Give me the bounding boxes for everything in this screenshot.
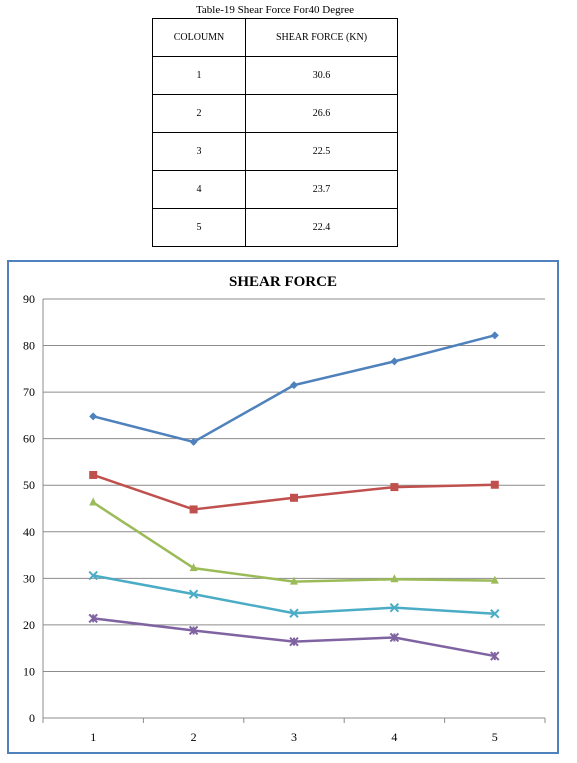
x-tick-label: 5 [492, 730, 498, 744]
series-point [490, 609, 500, 619]
cell-shear-force: 23.7 [245, 170, 398, 209]
series-point [188, 589, 199, 599]
series-point [390, 357, 399, 366]
series-point [89, 470, 98, 479]
series-point [189, 505, 198, 514]
x-tick-label: 2 [191, 730, 197, 744]
cell-column: 3 [152, 132, 246, 171]
axis-layer: 0 10 20 30 40 50 60 70 80 90 1 2 3 4 5 [23, 292, 546, 744]
chart-title: SHEAR FORCE [229, 274, 337, 290]
cell-shear-force: 26.6 [245, 94, 398, 133]
series-group [88, 613, 500, 661]
x-tick-label: 1 [90, 730, 96, 744]
series-point [490, 331, 499, 340]
cell-shear-force: 22.5 [245, 132, 398, 171]
series-point [490, 651, 500, 661]
y-tick-label: 80 [23, 339, 35, 353]
series-point [389, 602, 400, 613]
series-point [88, 613, 98, 624]
series-point [89, 497, 98, 506]
cell-column: 5 [152, 208, 246, 247]
series-point [490, 575, 499, 584]
y-tick-label: 20 [23, 618, 35, 632]
table-row: 1 30.6 [152, 56, 398, 95]
shear-force-chart: SHEAR FORCE 0 10 20 30 40 50 60 70 80 90 1 2 3 4 5 [23, 274, 546, 744]
cell-column: 4 [152, 170, 246, 209]
y-tick-label: 70 [23, 385, 35, 399]
series-point [490, 480, 499, 489]
series-group [88, 570, 500, 619]
x-tick-label: 3 [291, 730, 297, 744]
series-point [290, 493, 298, 502]
table-row: 3 22.5 [152, 132, 398, 171]
y-tick-label: 10 [23, 664, 35, 678]
series-point [290, 381, 298, 390]
table-row: 2 26.6 [152, 94, 398, 133]
series-point [390, 574, 399, 583]
series-point [289, 608, 299, 618]
y-tick-label: 30 [23, 571, 35, 585]
y-tick-label: 60 [23, 432, 35, 446]
y-tick-label: 90 [23, 292, 35, 306]
header-column: COLOUMN [152, 18, 246, 57]
series-group [89, 331, 499, 446]
cell-column: 1 [152, 56, 246, 95]
y-tick-label: 0 [29, 711, 35, 725]
x-tick-label: 4 [391, 730, 397, 744]
series-line [92, 473, 495, 511]
table-header-row: COLOUMN SHEAR FORCE (KN) [152, 18, 398, 57]
table-title: Table-19 Shear Force For40 Degree [195, 4, 355, 16]
series-group [89, 470, 499, 514]
series-line [93, 617, 496, 658]
series-point [189, 563, 198, 572]
series-point [390, 483, 399, 492]
table-row: 4 23.7 [152, 170, 398, 209]
series-point [290, 576, 298, 585]
series-line [92, 501, 495, 583]
series-point [189, 437, 198, 446]
series-point [188, 625, 199, 636]
cell-column: 2 [152, 94, 246, 133]
table-row: 5 22.4 [152, 208, 398, 247]
y-tick-label: 40 [23, 525, 35, 539]
series-point [89, 412, 98, 421]
series-point [289, 636, 299, 647]
chart-frame: SHEAR FORCE 0 10 20 30 40 50 60 70 80 90 1 2 3 4 5 [7, 260, 559, 754]
series-layer [88, 331, 500, 661]
series-group [89, 497, 499, 585]
cell-shear-force: 30.6 [245, 56, 398, 95]
series-point [88, 570, 98, 581]
series-point [389, 632, 400, 643]
cell-shear-force: 22.4 [245, 208, 398, 247]
shear-force-table: COLOUMN SHEAR FORCE (KN) 1 30.6 2 26.6 3… [152, 18, 398, 247]
header-shear-force: SHEAR FORCE (KN) [245, 18, 398, 57]
y-tick-label: 50 [23, 478, 35, 492]
